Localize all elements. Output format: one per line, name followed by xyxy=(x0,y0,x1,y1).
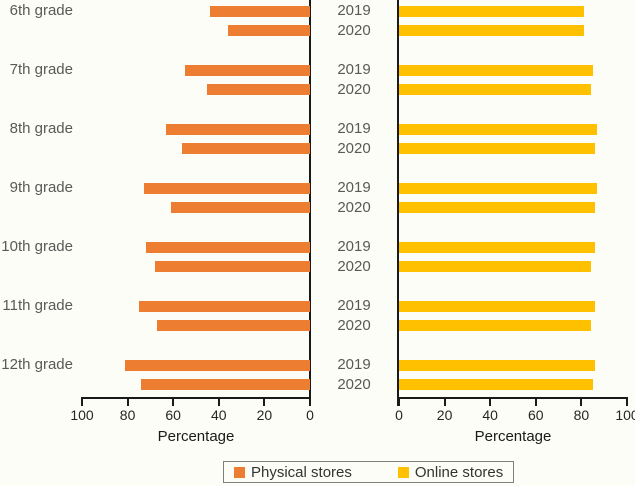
year-label-8th-grade-2020: 2020 xyxy=(337,139,371,157)
bar-online-10th-grade-2019 xyxy=(399,241,596,253)
bar-physical-7th-grade-2019 xyxy=(184,64,310,76)
bar-online-8th-grade-2019 xyxy=(399,123,598,135)
year-label-11th-grade-2019: 2019 xyxy=(337,297,371,314)
legend-label: Online stores xyxy=(414,463,504,481)
left-panel-x-axis-line xyxy=(81,397,311,399)
bar-online-6th-grade-2020 xyxy=(399,25,584,37)
left-axis-tick-label: 20 xyxy=(256,407,273,423)
bar-physical-9th-grade-2019 xyxy=(143,182,310,194)
legend-item-physical-stores: Physical stores xyxy=(234,464,352,481)
year-label-10th-grade-2020: 2020 xyxy=(337,257,371,275)
left-axis-tick-label: 100 xyxy=(70,407,94,423)
right-axis-tick xyxy=(534,399,537,406)
bar-online-7th-grade-2019 xyxy=(399,64,593,76)
left-axis-tick xyxy=(309,399,311,406)
left-axis-tick-label: 0 xyxy=(306,407,314,423)
left-axis-tick xyxy=(172,399,175,406)
year-label-10th-grade-2019: 2019 xyxy=(337,238,371,255)
category-label-11th-grade: 11th grade xyxy=(2,297,73,314)
year-label-7th-grade-2019: 2019 xyxy=(337,61,371,78)
left-axis-tick-label: 40 xyxy=(211,407,227,423)
online-stores-swatch-icon xyxy=(397,466,409,478)
category-label-10th-grade: 10th grade xyxy=(1,238,73,255)
bar-online-12th-grade-2019 xyxy=(399,359,596,371)
bar-online-11th-grade-2019 xyxy=(399,300,596,312)
bar-physical-12th-grade-2020 xyxy=(141,379,310,391)
left-axis-tick-label: 60 xyxy=(165,407,181,423)
right-axis-tick-label: 60 xyxy=(528,407,544,423)
right-panel-zero-axis-line xyxy=(397,0,399,406)
bar-physical-8th-grade-2020 xyxy=(182,143,310,155)
year-label-9th-grade-2020: 2020 xyxy=(337,198,371,216)
year-label-12th-grade-2020: 2020 xyxy=(337,375,371,393)
bar-online-10th-grade-2020 xyxy=(399,261,591,273)
left-axis-tick xyxy=(263,399,266,406)
right-panel-x-axis-line xyxy=(397,397,628,399)
left-panel-zero-axis-line xyxy=(309,0,311,406)
bar-online-6th-grade-2019 xyxy=(399,5,584,17)
bar-physical-8th-grade-2019 xyxy=(166,123,310,135)
left-axis-tick xyxy=(81,399,83,406)
left-axis-tick-label: 80 xyxy=(119,407,136,423)
year-label-6th-grade-2019: 2019 xyxy=(337,2,371,19)
year-label-6th-grade-2020: 2020 xyxy=(337,21,371,39)
right-axis-tick xyxy=(398,399,400,406)
bar-physical-12th-grade-2019 xyxy=(125,359,310,371)
bar-physical-10th-grade-2020 xyxy=(154,261,310,273)
left-axis-tick xyxy=(217,399,220,406)
bar-online-12th-grade-2020 xyxy=(399,379,593,391)
right-axis-title: Percentage xyxy=(474,428,552,445)
bar-physical-11th-grade-2019 xyxy=(139,300,310,312)
category-label-8th-grade: 8th grade xyxy=(9,120,73,137)
bar-physical-11th-grade-2020 xyxy=(157,320,310,332)
right-axis-tick-label: 20 xyxy=(436,407,453,423)
right-axis-tick-label: 80 xyxy=(573,407,590,423)
right-axis-tick xyxy=(580,399,583,406)
category-label-7th-grade: 7th grade xyxy=(9,61,73,78)
legend-label: Physical stores xyxy=(251,463,352,481)
bar-online-9th-grade-2020 xyxy=(399,202,596,214)
bar-physical-7th-grade-2020 xyxy=(207,84,310,96)
bar-online-11th-grade-2020 xyxy=(399,320,591,332)
year-label-7th-grade-2020: 2020 xyxy=(337,80,371,98)
bar-online-8th-grade-2020 xyxy=(399,143,596,155)
right-axis-tick-label: 0 xyxy=(395,407,403,423)
category-label-6th-grade: 6th grade xyxy=(9,2,73,19)
bar-physical-6th-grade-2020 xyxy=(227,25,310,37)
year-label-9th-grade-2019: 2019 xyxy=(337,179,371,196)
legend: Physical stores Online stores xyxy=(223,461,515,483)
bar-physical-10th-grade-2019 xyxy=(145,241,310,253)
year-label-11th-grade-2020: 2020 xyxy=(337,316,371,334)
physical-stores-swatch-icon xyxy=(234,466,245,478)
left-axis-title: Percentage xyxy=(157,428,235,445)
bar-online-7th-grade-2020 xyxy=(399,84,591,96)
year-label-12th-grade-2019: 2019 xyxy=(337,356,371,373)
year-label-8th-grade-2019: 2019 xyxy=(337,120,371,137)
category-label-9th-grade: 9th grade xyxy=(9,179,73,196)
left-axis-tick xyxy=(126,399,129,406)
right-axis-tick xyxy=(489,399,492,406)
bar-online-9th-grade-2019 xyxy=(399,182,598,194)
right-axis-tick xyxy=(626,399,628,406)
legend-item-online-stores: Online stores xyxy=(397,463,504,481)
right-axis-tick-label: 40 xyxy=(482,407,498,423)
right-axis-tick-label: 100 xyxy=(615,407,635,423)
bar-physical-6th-grade-2019 xyxy=(209,5,310,17)
category-label-12th-grade: 12th grade xyxy=(1,356,73,373)
bar-physical-9th-grade-2020 xyxy=(170,202,310,214)
right-axis-tick xyxy=(443,399,446,406)
